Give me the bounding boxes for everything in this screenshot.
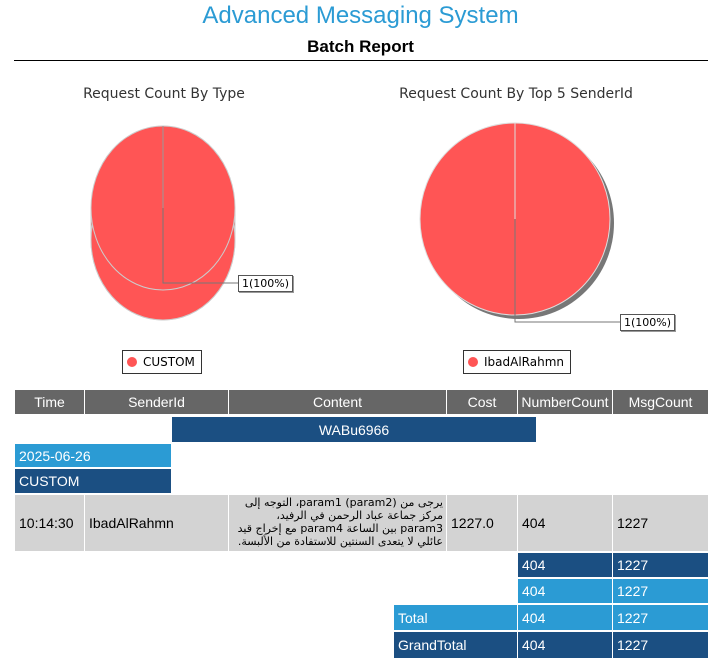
column-header-cost: Cost	[447, 390, 517, 414]
pie-chart-sender	[419, 122, 620, 323]
pie-chart-type-title: Request Count By Type	[83, 86, 245, 102]
grandtotal-msgcount: 1227	[613, 632, 708, 658]
group-date: 2025-06-26	[15, 444, 171, 467]
cell-numbercount: 404	[518, 495, 612, 551]
grandtotal-numbercount: 404	[518, 632, 612, 658]
pie-chart-sender-title: Request Count By Top 5 SenderId	[399, 86, 633, 102]
total-numbercount: 404	[518, 605, 612, 630]
total-label: Total	[394, 605, 517, 630]
report-title: Batch Report	[307, 37, 414, 56]
cell-cost: 1227.0	[447, 495, 517, 551]
pie1-data-label: 1(100%)	[238, 275, 294, 292]
subtotal2-msgcount: 1227	[613, 579, 708, 603]
subtotal1-numbercount: 404	[518, 553, 612, 577]
cell-time: 10:14:30	[15, 495, 84, 551]
total-msgcount: 1227	[613, 605, 708, 630]
pie1-label-leader	[162, 208, 238, 284]
column-header-numbercount: NumberCount	[518, 390, 612, 414]
pie1-legend: CUSTOM	[122, 350, 202, 374]
column-header-senderid: SenderId	[85, 390, 228, 414]
pie-chart-type	[90, 125, 238, 321]
grandtotal-label: GrandTotal	[394, 632, 517, 658]
legend-dot-ibadalrahmn	[468, 357, 478, 367]
column-header-msgcount: MsgCount	[613, 390, 708, 414]
app-title: Advanced Messaging System	[202, 2, 519, 29]
cell-senderid: IbadAlRahmn	[85, 495, 228, 551]
cell-content: يرجى من (param2) param1، التوجه إلى مركز…	[229, 495, 446, 551]
pie2-label-leader	[514, 219, 620, 323]
legend-label-ibadalrahmn: IbadAlRahmn	[484, 355, 564, 369]
title-divider	[14, 60, 708, 61]
group-type: CUSTOM	[15, 469, 171, 493]
legend-label-custom: CUSTOM	[143, 355, 195, 369]
subtotal1-msgcount: 1227	[613, 553, 708, 577]
pie2-legend: IbadAlRahmn	[463, 350, 571, 374]
column-header-time: Time	[15, 390, 84, 414]
column-header-content: Content	[229, 390, 446, 414]
charts-canvas	[90, 122, 620, 323]
pie2-data-label: 1(100%)	[620, 314, 676, 331]
legend-dot-custom	[127, 357, 137, 367]
subtotal2-numbercount: 404	[518, 579, 612, 603]
group-header-batch: WABu6966	[172, 417, 536, 442]
cell-msgcount: 1227	[613, 495, 708, 551]
